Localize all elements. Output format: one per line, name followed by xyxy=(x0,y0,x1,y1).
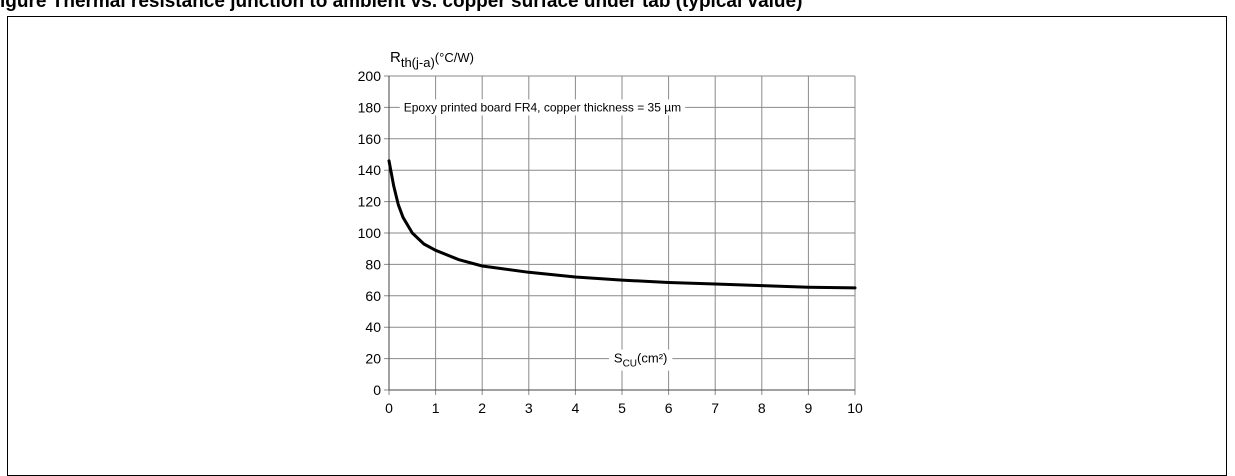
y-tick-label: 200 xyxy=(358,68,382,84)
y-axis-label-unit: (°C/W) xyxy=(435,50,474,65)
y-axis-label: Rth(j-a)(°C/W) xyxy=(390,49,474,70)
series-line xyxy=(387,159,857,290)
chart: 0 1 2 3 4 5 6 7 8 9 10020406080100120140160180200 … xyxy=(358,49,863,416)
grid xyxy=(384,75,856,395)
x-tick-label: 6 xyxy=(665,400,673,416)
y-tick-label: 80 xyxy=(365,256,381,272)
page-title: igure Thermal resistance junction to amb… xyxy=(0,0,803,12)
x-axis-label-unit: (cm²) xyxy=(637,351,667,366)
x-tick-label: 8 xyxy=(758,400,766,416)
x-axis-label: SCU(cm²) xyxy=(614,351,667,370)
y-tick-label: 100 xyxy=(358,225,382,241)
y-tick-label: 180 xyxy=(358,99,382,115)
x-axis-label-background xyxy=(608,349,673,371)
y-axis-label-main: R xyxy=(390,49,401,66)
y-tick-label: 40 xyxy=(365,319,381,335)
x-tick-label: 3 xyxy=(525,400,533,416)
y-axis-label-sub: th(j-a) xyxy=(401,55,435,70)
series-layer xyxy=(387,159,857,290)
x-axis-label-sub: CU xyxy=(623,359,637,370)
y-tick-label: 160 xyxy=(358,131,382,147)
annotation-text: Epoxy printed board FR4, copper thicknes… xyxy=(404,100,681,114)
y-tick-label: 0 xyxy=(373,382,381,398)
x-axis-label-main: S xyxy=(614,351,623,366)
x-tick-label: 10 xyxy=(847,400,863,416)
y-tick-label: 60 xyxy=(365,288,381,304)
x-tick-label: 0 xyxy=(385,400,393,416)
y-tick-label: 20 xyxy=(365,351,381,367)
x-tick-label: 2 xyxy=(478,400,486,416)
y-tick-label: 140 xyxy=(358,162,382,178)
x-tick-label: 5 xyxy=(618,400,626,416)
x-tick-label: 7 xyxy=(711,400,719,416)
x-tick-label: 9 xyxy=(805,400,813,416)
y-tick-label: 120 xyxy=(358,194,382,210)
annotation-background xyxy=(399,99,686,116)
x-tick-label: 1 xyxy=(432,400,440,416)
x-tick-label: 4 xyxy=(572,400,580,416)
